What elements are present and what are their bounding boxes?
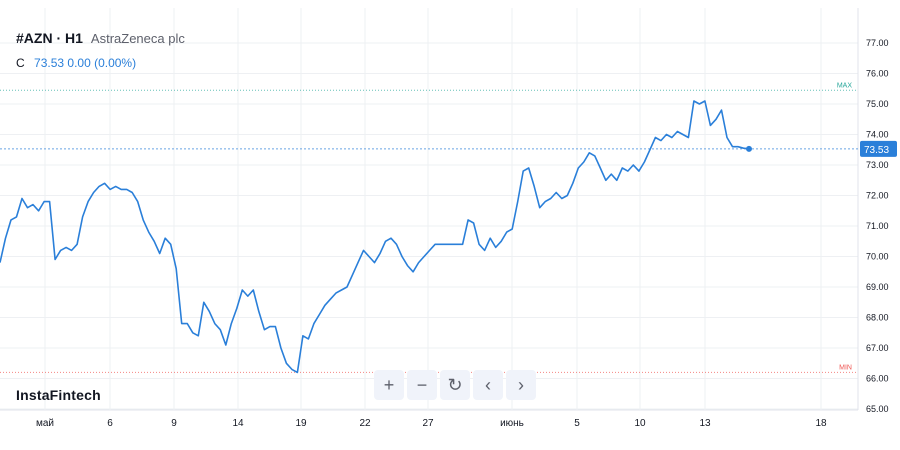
x-tick-label: 22: [359, 418, 371, 429]
y-tick-label: 70.00: [866, 252, 889, 262]
x-tick-label: 6: [107, 418, 113, 429]
chart-header: #AZN · H1 AstraZeneca plc C 73.53 0.00 (…: [16, 30, 185, 70]
zoom-in-button[interactable]: +: [374, 370, 404, 400]
y-tick-label: 73.00: [866, 160, 889, 170]
close-value: 73.53: [34, 56, 65, 70]
x-tick-label: май: [36, 418, 54, 429]
brand-logo-text: InstaFintech: [16, 387, 101, 403]
x-tick-label: 5: [574, 418, 580, 429]
symbol-label: #AZN · H1: [16, 30, 83, 46]
price-tag-label: 73.53: [864, 145, 889, 156]
reset-button[interactable]: ↻: [440, 370, 470, 400]
last-point-marker: [746, 145, 752, 152]
y-tick-label: 71.00: [866, 221, 889, 231]
plus-icon: +: [383, 374, 395, 395]
x-tick-label: 13: [699, 418, 711, 429]
scroll-right-button[interactable]: ›: [506, 370, 536, 400]
quote-row: C 73.53 0.00 (0.00%): [16, 56, 185, 70]
y-tick-label: 74.00: [866, 130, 889, 140]
x-tick-label: 14: [232, 418, 244, 429]
y-tick-label: 76.00: [866, 69, 889, 79]
y-tick-label: 75.00: [866, 99, 889, 109]
scroll-left-button[interactable]: ‹: [473, 370, 503, 400]
price-series-line: [0, 100, 750, 374]
company-name: AstraZeneca plc: [90, 31, 185, 46]
y-tick-label: 72.00: [866, 191, 889, 201]
x-tick-label: 27: [422, 418, 434, 429]
y-tick-label: 69.00: [866, 282, 889, 292]
y-tick-label: 66.00: [866, 374, 889, 384]
zoom-toolbar: + − ↻ ‹ ›: [374, 370, 536, 400]
x-tick-label: 9: [171, 418, 177, 429]
y-tick-label: 77.00: [866, 38, 889, 48]
min-label: MIN: [839, 364, 852, 371]
x-tick-label: 18: [815, 418, 827, 429]
zoom-out-button[interactable]: −: [407, 370, 437, 400]
change-value: 0.00 (0.00%): [67, 56, 137, 70]
x-tick-label: июнь: [500, 418, 524, 429]
reset-icon: ↻: [447, 374, 463, 395]
close-prefix: C: [16, 56, 25, 70]
minus-icon: −: [416, 374, 428, 395]
max-label: MAX: [837, 82, 853, 89]
y-tick-label: 68.00: [866, 313, 889, 323]
price-tag: [860, 140, 897, 157]
x-tick-label: 10: [634, 418, 646, 429]
y-tick-label: 65.00: [866, 404, 889, 414]
chevron-left-icon: ‹: [485, 374, 491, 395]
x-tick-label: 19: [295, 418, 307, 429]
y-tick-label: 67.00: [866, 343, 889, 353]
chevron-right-icon: ›: [518, 374, 524, 395]
